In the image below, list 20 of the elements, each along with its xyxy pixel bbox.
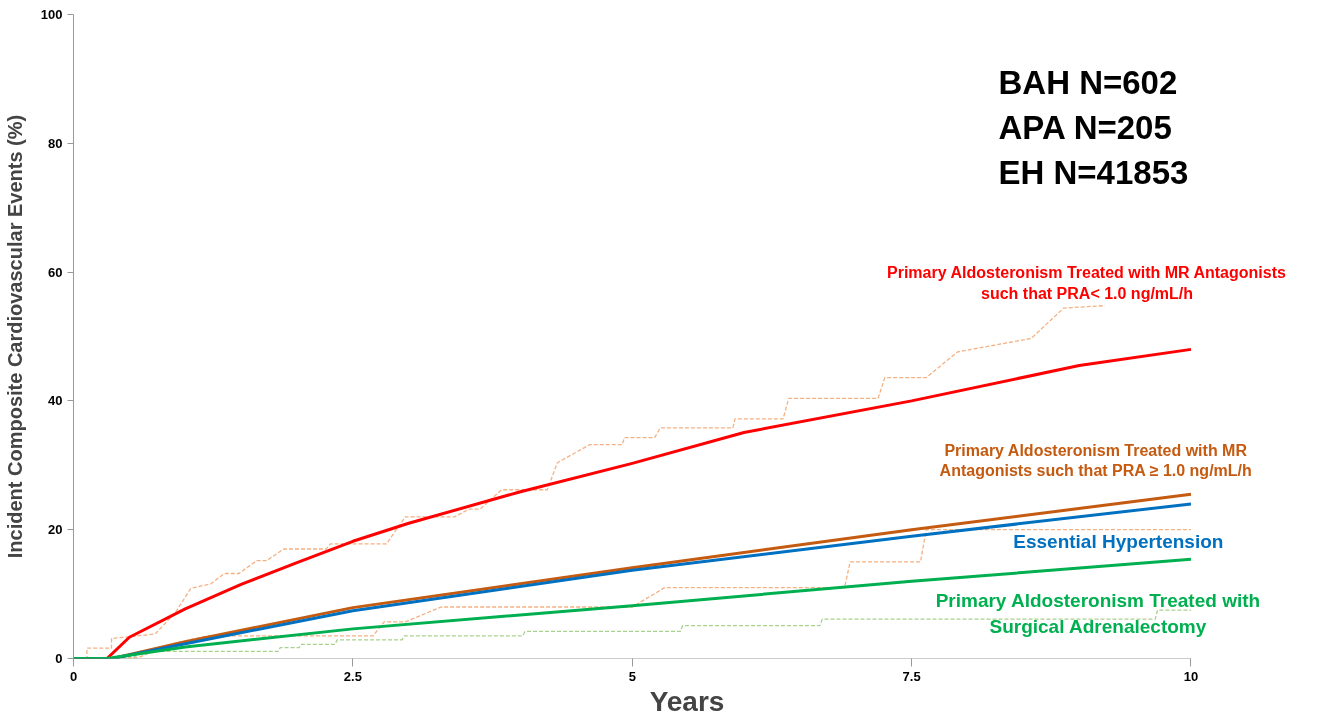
- annotation: EH N=41853: [998, 153, 1189, 191]
- x-axis-title: Years: [649, 685, 725, 717]
- x-tick-label: 0: [69, 668, 78, 684]
- text: Primary Aldosteronism Treated with MR Antagonists such that PRA ≥ 1.0 ng/mL/h: [939, 442, 1252, 480]
- annotation: APA N=205: [998, 108, 1172, 146]
- series-label: Essential Hypertension: [1013, 530, 1224, 552]
- y-axis-title: Incident Composite Cardiovascular Events (%): [3, 114, 26, 559]
- y-tick-label: 40: [48, 393, 63, 409]
- text: Primary Aldosteronism Treated with MR Antagonists such that PRA< 1.0 ng/mL/h: [887, 264, 1287, 302]
- x-tick-label: 7.5: [902, 668, 921, 684]
- series-label: Primary Aldosteronism Treated with Surgical Adrenalectomy: [935, 590, 1261, 637]
- annotation: BAH N=602: [998, 63, 1178, 101]
- x-tick-label: 2.5: [343, 668, 362, 684]
- y-tick-label: 80: [48, 135, 63, 151]
- x-tick-label: 10: [1183, 668, 1199, 684]
- x-tick-label: 5: [628, 668, 636, 684]
- y-tick-label: 60: [48, 264, 63, 280]
- y-tick-label: 0: [55, 651, 63, 666]
- y-tick-label: 100: [40, 7, 63, 22]
- y-tick-label: 20: [48, 522, 63, 538]
